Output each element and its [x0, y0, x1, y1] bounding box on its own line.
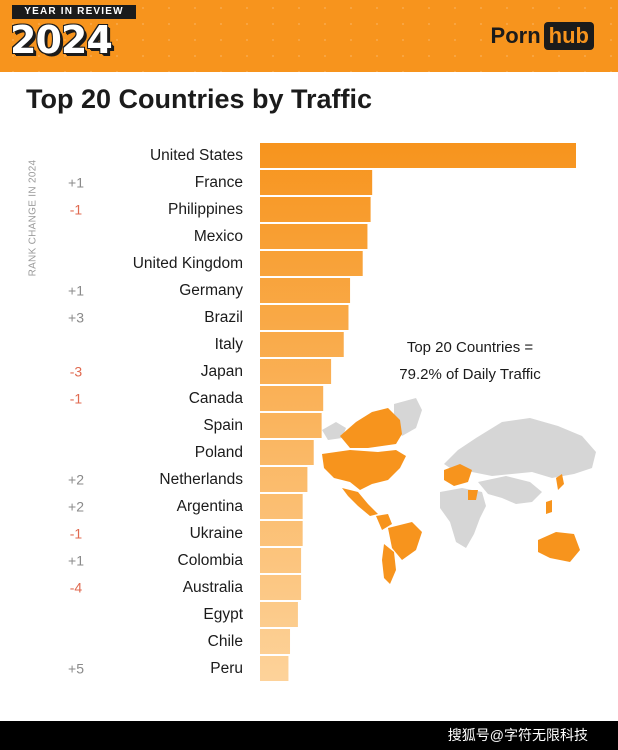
category-label: Ukraine: [190, 525, 243, 542]
category-label: Poland: [195, 444, 243, 461]
bar-japan: [260, 359, 332, 384]
category-label: Mexico: [194, 228, 243, 245]
colombia-shape: [376, 514, 392, 530]
header-banner: YEAR IN REVIEW 2024 Porn hub: [0, 0, 618, 72]
category-label: Brazil: [204, 309, 243, 326]
rank-change-label: -4: [70, 580, 83, 596]
bar-germany: [260, 278, 351, 303]
bar-italy: [260, 332, 344, 357]
bar-france: [260, 170, 373, 195]
category-label: Egypt: [203, 606, 243, 623]
bar-mexico: [260, 224, 368, 249]
rank-change-label: +2: [68, 472, 84, 488]
year-in-review-badge: YEAR IN REVIEW 2024: [6, 3, 142, 67]
rank-change-label: +1: [68, 283, 84, 299]
site-logo[interactable]: Porn hub: [491, 22, 594, 50]
traffic-share-line-2: 79.2% of Daily Traffic: [399, 366, 541, 383]
category-label: Netherlands: [159, 471, 243, 488]
philippines-shape: [546, 500, 552, 514]
category-label: Chile: [208, 633, 243, 650]
japan-shape: [556, 474, 564, 490]
europe-shape: [444, 464, 472, 486]
traffic-share-note: Top 20 Countries = 79.2% of Daily Traffi…: [372, 334, 568, 388]
bar-canada: [260, 386, 324, 411]
northern-eurasia-shape: [444, 418, 596, 478]
rank-change-label: +1: [68, 553, 84, 569]
rank-change-label: +3: [68, 310, 84, 326]
chart-title: Top 20 Countries by Traffic: [26, 84, 373, 114]
bar-argentina: [260, 494, 303, 519]
bar-peru: [260, 656, 289, 681]
category-label: Germany: [179, 282, 243, 299]
bar-chile: [260, 629, 291, 654]
category-label: Canada: [189, 390, 244, 407]
bar-ukraine: [260, 521, 303, 546]
world-map-image: [322, 398, 596, 584]
year-label: 2024: [10, 18, 113, 62]
watermark-text: 搜狐号@字符无限科技: [447, 727, 588, 743]
category-label: Philippines: [168, 201, 243, 218]
rank-change-label: +5: [68, 661, 84, 677]
bar-philippines: [260, 197, 371, 222]
year-in-review-label: YEAR IN REVIEW: [12, 5, 136, 19]
bar-australia: [260, 575, 302, 600]
rank-change-label: -3: [70, 364, 83, 380]
category-label: United States: [150, 147, 243, 164]
category-label: Italy: [215, 336, 244, 353]
rank-change-label: -1: [70, 526, 83, 542]
united-states-shape: [322, 450, 406, 490]
bar-spain: [260, 413, 322, 438]
category-label: Spain: [203, 417, 243, 434]
category-label: Peru: [210, 660, 243, 677]
category-label: United Kingdom: [133, 255, 243, 272]
bar-chart: United States France +1 Philippines -1 Mexico…: [68, 143, 576, 681]
canada-shape: [340, 408, 402, 448]
middle-east-asia-shape: [478, 476, 542, 504]
bar-united-kingdom: [260, 251, 363, 276]
category-label: Argentina: [177, 498, 244, 515]
alaska-shape: [322, 422, 346, 440]
rank-change-label: -1: [70, 202, 83, 218]
rank-change-label: -1: [70, 391, 83, 407]
category-label: Colombia: [178, 552, 244, 569]
category-label: France: [195, 174, 243, 191]
mexico-shape: [342, 488, 378, 516]
africa-shape: [440, 488, 486, 548]
bar-poland: [260, 440, 314, 465]
greenland-shape: [394, 398, 422, 436]
rank-change-label: +2: [68, 499, 84, 515]
category-label: Australia: [183, 579, 244, 596]
bar-colombia: [260, 548, 302, 573]
brazil-shape: [388, 522, 422, 560]
logo-text-left: Porn: [490, 23, 541, 48]
bar-egypt: [260, 602, 298, 627]
bar-brazil: [260, 305, 349, 330]
argentina-chile-shape: [382, 544, 396, 584]
egypt-shape: [468, 490, 478, 500]
rank-change-label: +1: [68, 175, 84, 191]
footer-bar: 搜狐号@字符无限科技: [0, 721, 618, 750]
bar-netherlands: [260, 467, 308, 492]
traffic-share-line-1: Top 20 Countries =: [406, 339, 534, 356]
bar-united-states: [260, 143, 576, 168]
australia-shape: [538, 532, 580, 562]
category-label: Japan: [201, 363, 243, 380]
logo-text-right: hub: [543, 22, 594, 50]
